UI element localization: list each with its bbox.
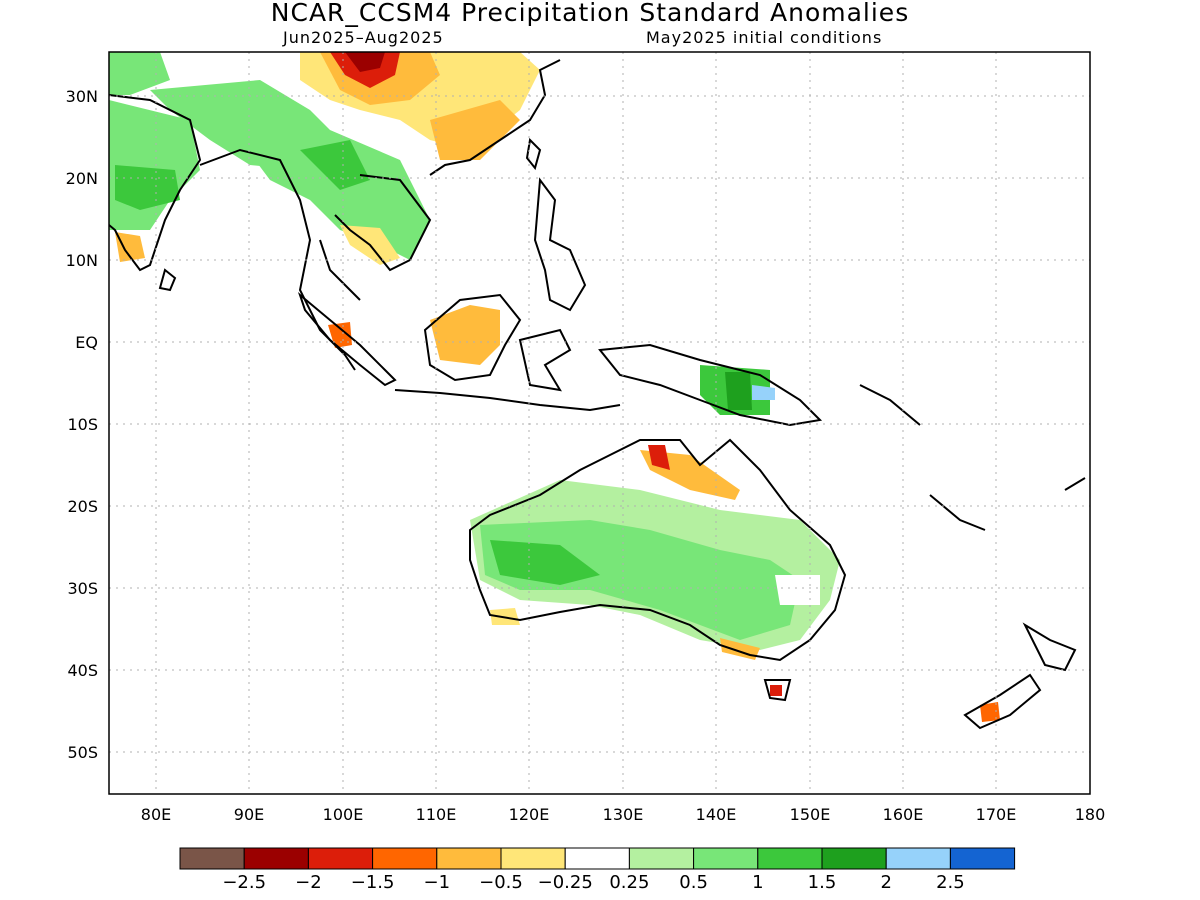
fill-australia-north-red bbox=[648, 445, 670, 470]
colorbar-label: 0.25 bbox=[609, 872, 649, 893]
lat-tick: EQ bbox=[75, 333, 98, 352]
coast-pacific-islands bbox=[859, 384, 1086, 531]
colorbar-label: −1 bbox=[424, 872, 451, 893]
lon-tick: 120E bbox=[509, 805, 550, 824]
coast-tasmania bbox=[763, 679, 792, 702]
colorbar-swatch bbox=[821, 847, 887, 870]
fill-borneo-dry bbox=[430, 305, 500, 365]
lon-tick: 110E bbox=[416, 805, 457, 824]
coast-java bbox=[394, 389, 621, 412]
lon-tick: 170E bbox=[976, 805, 1017, 824]
map-frame bbox=[108, 51, 1091, 795]
colorbar-swatch bbox=[885, 847, 951, 870]
coast-new-guinea bbox=[598, 343, 823, 427]
colorbar-label: 1.5 bbox=[808, 872, 837, 893]
fill-tasmania-dry bbox=[770, 685, 782, 696]
lat-axis: 30N 20N 10N EQ 10S 20S 30S 40S 50S bbox=[66, 87, 98, 762]
initial-conditions: May2025 initial conditions bbox=[646, 28, 883, 47]
fill-india-south-dry bbox=[115, 232, 145, 262]
lat-tick: 20S bbox=[67, 497, 98, 516]
coast-philippines bbox=[533, 177, 587, 312]
coast-asia bbox=[109, 59, 561, 371]
fill-australia-white bbox=[775, 575, 820, 605]
lon-tick: 90E bbox=[234, 805, 264, 824]
lat-tick: 40S bbox=[67, 661, 98, 680]
fill-australia-wet-core bbox=[490, 540, 600, 585]
fill-china-dry-darkred bbox=[345, 52, 385, 72]
colorbar-label: −2.5 bbox=[222, 872, 266, 893]
colorbar-swatch bbox=[243, 847, 309, 870]
coast-borneo bbox=[423, 293, 522, 382]
fill-mainland-sea-wet bbox=[240, 130, 430, 260]
coast-taiwan bbox=[525, 137, 542, 171]
coast-nz-south bbox=[963, 673, 1042, 730]
fill-east-china-dry bbox=[430, 100, 520, 160]
lon-tick: 80E bbox=[141, 805, 171, 824]
colorbar-label: −0.5 bbox=[479, 872, 523, 893]
colorbar-swatch bbox=[307, 847, 374, 870]
colorbar-label: 2.5 bbox=[936, 872, 965, 893]
colorbar-legend: −2.5 −2 −1.5 −1 −0.5 −0.25 0.25 0.5 1 1.5 2 2.5 bbox=[179, 847, 1016, 893]
lat-tick: 50S bbox=[67, 743, 98, 762]
fill-new-guinea-core bbox=[725, 372, 752, 410]
colorbar-label: −1.5 bbox=[351, 872, 395, 893]
colorbar-swatch bbox=[372, 847, 438, 870]
lat-tick: 30N bbox=[66, 87, 98, 106]
coast-sumatra bbox=[297, 291, 397, 387]
lon-tick: 130E bbox=[603, 805, 644, 824]
map-title: NCAR_CCSM4 Precipitation Standard Anomal… bbox=[270, 0, 910, 27]
lat-tick: 30S bbox=[67, 579, 98, 598]
colorbar-swatch bbox=[436, 847, 502, 870]
colorbar-label: −2 bbox=[295, 872, 322, 893]
lat-tick: 10S bbox=[67, 415, 98, 434]
lon-axis: 80E 90E 100E 110E 120E 130E 140E 150E 16… bbox=[141, 805, 1106, 824]
coast-nz-north bbox=[1022, 622, 1077, 672]
lat-tick: 10N bbox=[66, 251, 98, 270]
colorbar-label: 2 bbox=[880, 872, 891, 893]
coast-australia bbox=[469, 438, 847, 662]
anomaly-fills bbox=[109, 52, 1000, 722]
fill-nz-dry bbox=[980, 702, 1000, 722]
lon-tick: 160E bbox=[883, 805, 924, 824]
colorbar-label: 1 bbox=[752, 872, 763, 893]
forecast-period: Jun2025–Aug2025 bbox=[283, 28, 444, 47]
colorbar-label: 0.5 bbox=[679, 872, 708, 893]
lon-tick: 100E bbox=[323, 805, 364, 824]
grid-lines bbox=[109, 52, 1090, 794]
coast-sulawesi bbox=[518, 328, 572, 392]
lon-tick: 150E bbox=[790, 805, 831, 824]
fill-india-wet-core bbox=[115, 165, 180, 210]
lon-tick: 140E bbox=[696, 805, 737, 824]
lon-tick: 180 bbox=[1075, 805, 1106, 824]
colorbar-swatch bbox=[949, 847, 1016, 870]
fill-new-guinea-blue bbox=[752, 385, 775, 400]
fill-myanmar-wet bbox=[300, 140, 370, 190]
colorbar-swatch bbox=[564, 847, 630, 870]
coastlines bbox=[109, 59, 1086, 730]
colorbar-swatch bbox=[693, 847, 759, 870]
colorbar-swatch bbox=[628, 847, 695, 870]
fill-north-wet bbox=[109, 52, 170, 95]
colorbar-label: −0.25 bbox=[538, 872, 593, 893]
colorbar-swatch bbox=[757, 847, 823, 870]
colorbar-swatch bbox=[179, 847, 245, 870]
lat-tick: 20N bbox=[66, 169, 98, 188]
colorbar-swatch bbox=[500, 847, 566, 870]
